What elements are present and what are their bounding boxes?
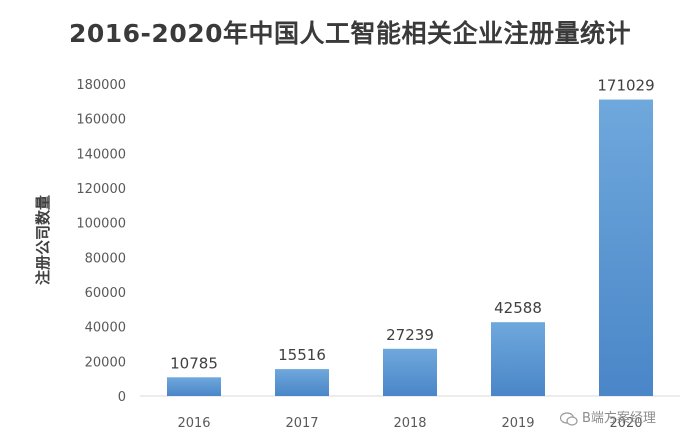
- y-tick-label: 100000: [76, 217, 126, 232]
- x-tick-label: 2018: [393, 416, 426, 431]
- y-tick-label: 120000: [76, 182, 126, 197]
- wechat-bubble-icon: [560, 411, 578, 426]
- bar-2017: [275, 369, 329, 396]
- watermark: B端方案经理: [560, 407, 656, 426]
- y-tick-label: 40000: [85, 321, 126, 336]
- x-tick-label: 2017: [285, 416, 318, 431]
- x-axis: 2016 2017 2018 2019 2020: [177, 416, 642, 431]
- y-tick-label: 160000: [76, 113, 126, 128]
- x-tick-label: 2019: [501, 416, 534, 431]
- watermark-text: B端方案经理: [582, 411, 656, 426]
- bars: [167, 99, 653, 396]
- data-label-2018: 27239: [386, 326, 434, 344]
- chart-title: 2016-2020年中国人工智能相关企业注册量统计: [68, 19, 632, 48]
- bar-2016: [167, 377, 221, 396]
- bar-2020: [599, 99, 653, 396]
- y-tick-label: 180000: [76, 78, 126, 93]
- x-tick-label: 2020: [609, 416, 642, 431]
- bar-2018: [383, 348, 437, 396]
- bar-2019: [491, 322, 545, 396]
- data-label-2020: 171029: [597, 77, 654, 95]
- y-tick-label: 20000: [85, 355, 126, 370]
- data-labels: 10785 15516 27239 42588 171029: [170, 77, 654, 373]
- y-tick-label: 140000: [76, 147, 126, 162]
- y-tick-label: 60000: [85, 286, 126, 301]
- y-axis: 0 20000 40000 60000 80000 100000 120000 140000 1…: [76, 78, 126, 405]
- y-tick-label: 80000: [85, 251, 126, 266]
- y-axis-title: 注册公司数量: [34, 195, 52, 285]
- x-tick-label: 2016: [177, 416, 210, 431]
- data-label-2019: 42588: [494, 299, 542, 317]
- data-label-2016: 10785: [170, 354, 218, 372]
- y-tick-label: 0: [118, 390, 126, 405]
- data-label-2017: 15516: [278, 346, 326, 364]
